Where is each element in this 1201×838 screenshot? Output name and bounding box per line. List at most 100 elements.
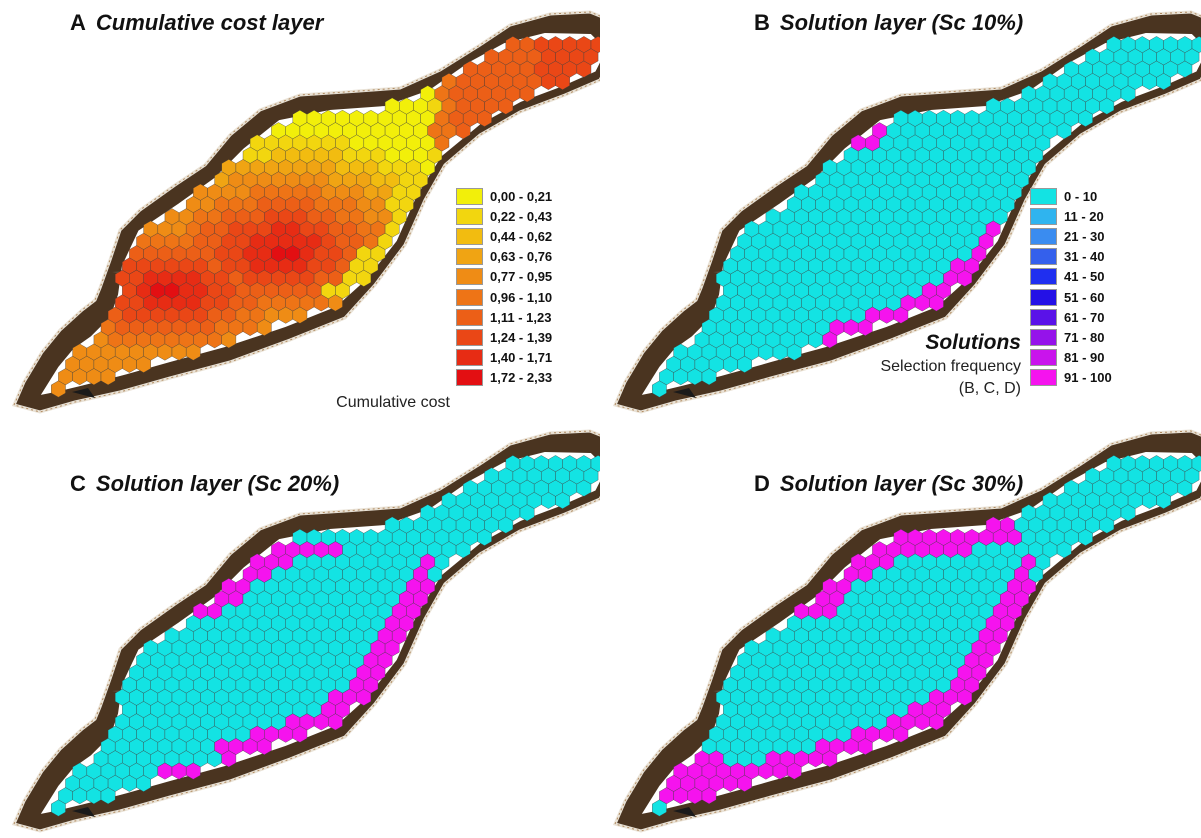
hex-cell [1177,479,1193,497]
panel-title: C Solution layer (Sc 20%) [70,471,339,497]
hex-cell [186,762,201,780]
hex-cell [929,713,944,731]
panel-letter: D [754,471,770,496]
legend-row: 1,72 - 2,33 [456,368,552,388]
legend-label: 0 - 10 [1064,188,1098,204]
legend-row: 0,96 - 1,10 [456,287,552,307]
panel-title: A Cumulative cost layer [70,10,323,36]
hex-cell [1120,504,1136,522]
legend-swatch [456,227,483,245]
hex-cell [328,294,343,312]
map-solution-10 [612,10,1201,414]
legend-label: 0,00 - 0,21 [490,188,553,204]
hex-cell [477,528,492,546]
hex-cell [221,750,237,768]
hex-cell [1120,85,1136,103]
legend-label: 1,24 - 1,39 [490,329,553,345]
legend-swatch [456,369,483,387]
solution-legend-caption: Solutions Selection frequency (B, C, D) [821,330,1021,400]
panel-title-text: Cumulative cost layer [95,10,324,35]
legend-row: 51 - 60 [1030,287,1112,307]
panel-c: C Solution layer (Sc 20%) [0,419,600,838]
legend-row: 0,77 - 0,95 [456,267,552,287]
hex-cell [257,319,272,336]
panel-letter: B [754,10,770,35]
legend-row: 61 - 70 [1030,307,1112,327]
solution-legend: 0 - 10 11 - 20 21 - 30 31 - 40 41 - 50 51 - 6… [1030,186,1112,388]
hex-cell [929,294,944,312]
panel-title-text: Solution layer (Sc 20%) [95,471,340,496]
hex-cell [1099,516,1115,534]
hex-cell [737,774,752,792]
legend-row: 0,44 - 0,62 [456,226,552,246]
legend-label: 21 - 30 [1064,228,1105,244]
reef-edge [13,11,600,413]
hex-cell [519,504,535,522]
legend-row: 1,40 - 1,71 [456,348,552,368]
hex-cell [576,60,592,78]
hex-grid [652,36,1201,398]
legend-swatch [1030,308,1057,326]
hex-cell [221,331,237,349]
hex-cell [822,750,838,768]
hex-cell [455,541,471,559]
legend-label: 91 - 100 [1064,370,1112,386]
legend-swatch [456,288,483,306]
reef-edge [614,11,1201,413]
legend-label: 0,63 - 0,76 [490,249,553,265]
hex-cell [1099,97,1115,115]
reef-edge [614,430,1201,832]
panel-letter: A [70,10,86,35]
hex-cell [292,725,308,743]
legend-row: 1,24 - 1,39 [456,327,552,347]
panel-title-text: Solution layer (Sc 30%) [779,471,1024,496]
legend-swatch [1030,207,1057,225]
panel-d: D Solution layer (Sc 30%) [601,419,1201,838]
hex-cell [136,355,151,373]
hex-cell [356,269,372,287]
legend-row: 21 - 30 [1030,226,1112,246]
legend-label: 11 - 20 [1064,208,1104,224]
legend-row: 11 - 20 [1030,206,1112,226]
solution-legend-line1: Selection frequency [880,358,1021,375]
legend-row: 81 - 90 [1030,348,1112,368]
legend-swatch [456,207,483,225]
legend-label: 0,77 - 0,95 [490,269,553,285]
panel-a: A Cumulative cost layer 0,00 - 0,21 0,22 -… [0,0,600,419]
hex-cell [257,738,272,755]
hex-cell [519,85,535,103]
hex-cell [555,492,570,509]
legend-swatch [1030,369,1057,387]
hex-cell [822,331,838,349]
hex-cell [1177,60,1193,78]
legend-swatch [456,248,483,266]
legend-swatch [1030,288,1057,306]
legend-label: 71 - 80 [1064,329,1105,345]
hex-cell [356,688,372,706]
legend-swatch [456,328,483,346]
hex-cell [100,368,116,386]
hex-cell [1056,122,1072,140]
hex-cell [477,109,492,127]
legend-swatch [1030,268,1057,286]
hex-cell [455,122,471,140]
map-cost [11,10,600,414]
legend-row: 0,22 - 0,43 [456,206,552,226]
hex-cell [186,343,201,361]
hex-cell [1056,541,1072,559]
legend-label: 31 - 40 [1064,249,1105,265]
legend-swatch [456,308,483,326]
legend-label: 1,72 - 2,33 [490,370,553,386]
hex-cell [1078,109,1093,127]
hex-cell [957,269,973,287]
hex-cell [328,713,343,731]
hex-cell [136,774,151,792]
legend-row: 91 - 100 [1030,368,1112,388]
panel-b: B Solution layer (Sc 10%) 0 - 10 11 - 20 21… [601,0,1201,419]
islet [72,807,95,817]
reef-edge [13,430,600,832]
solution-legend-title: Solutions [925,331,1021,354]
legend-row: 71 - 80 [1030,327,1112,347]
hex-cell [701,787,717,805]
hex-cell [555,73,570,90]
